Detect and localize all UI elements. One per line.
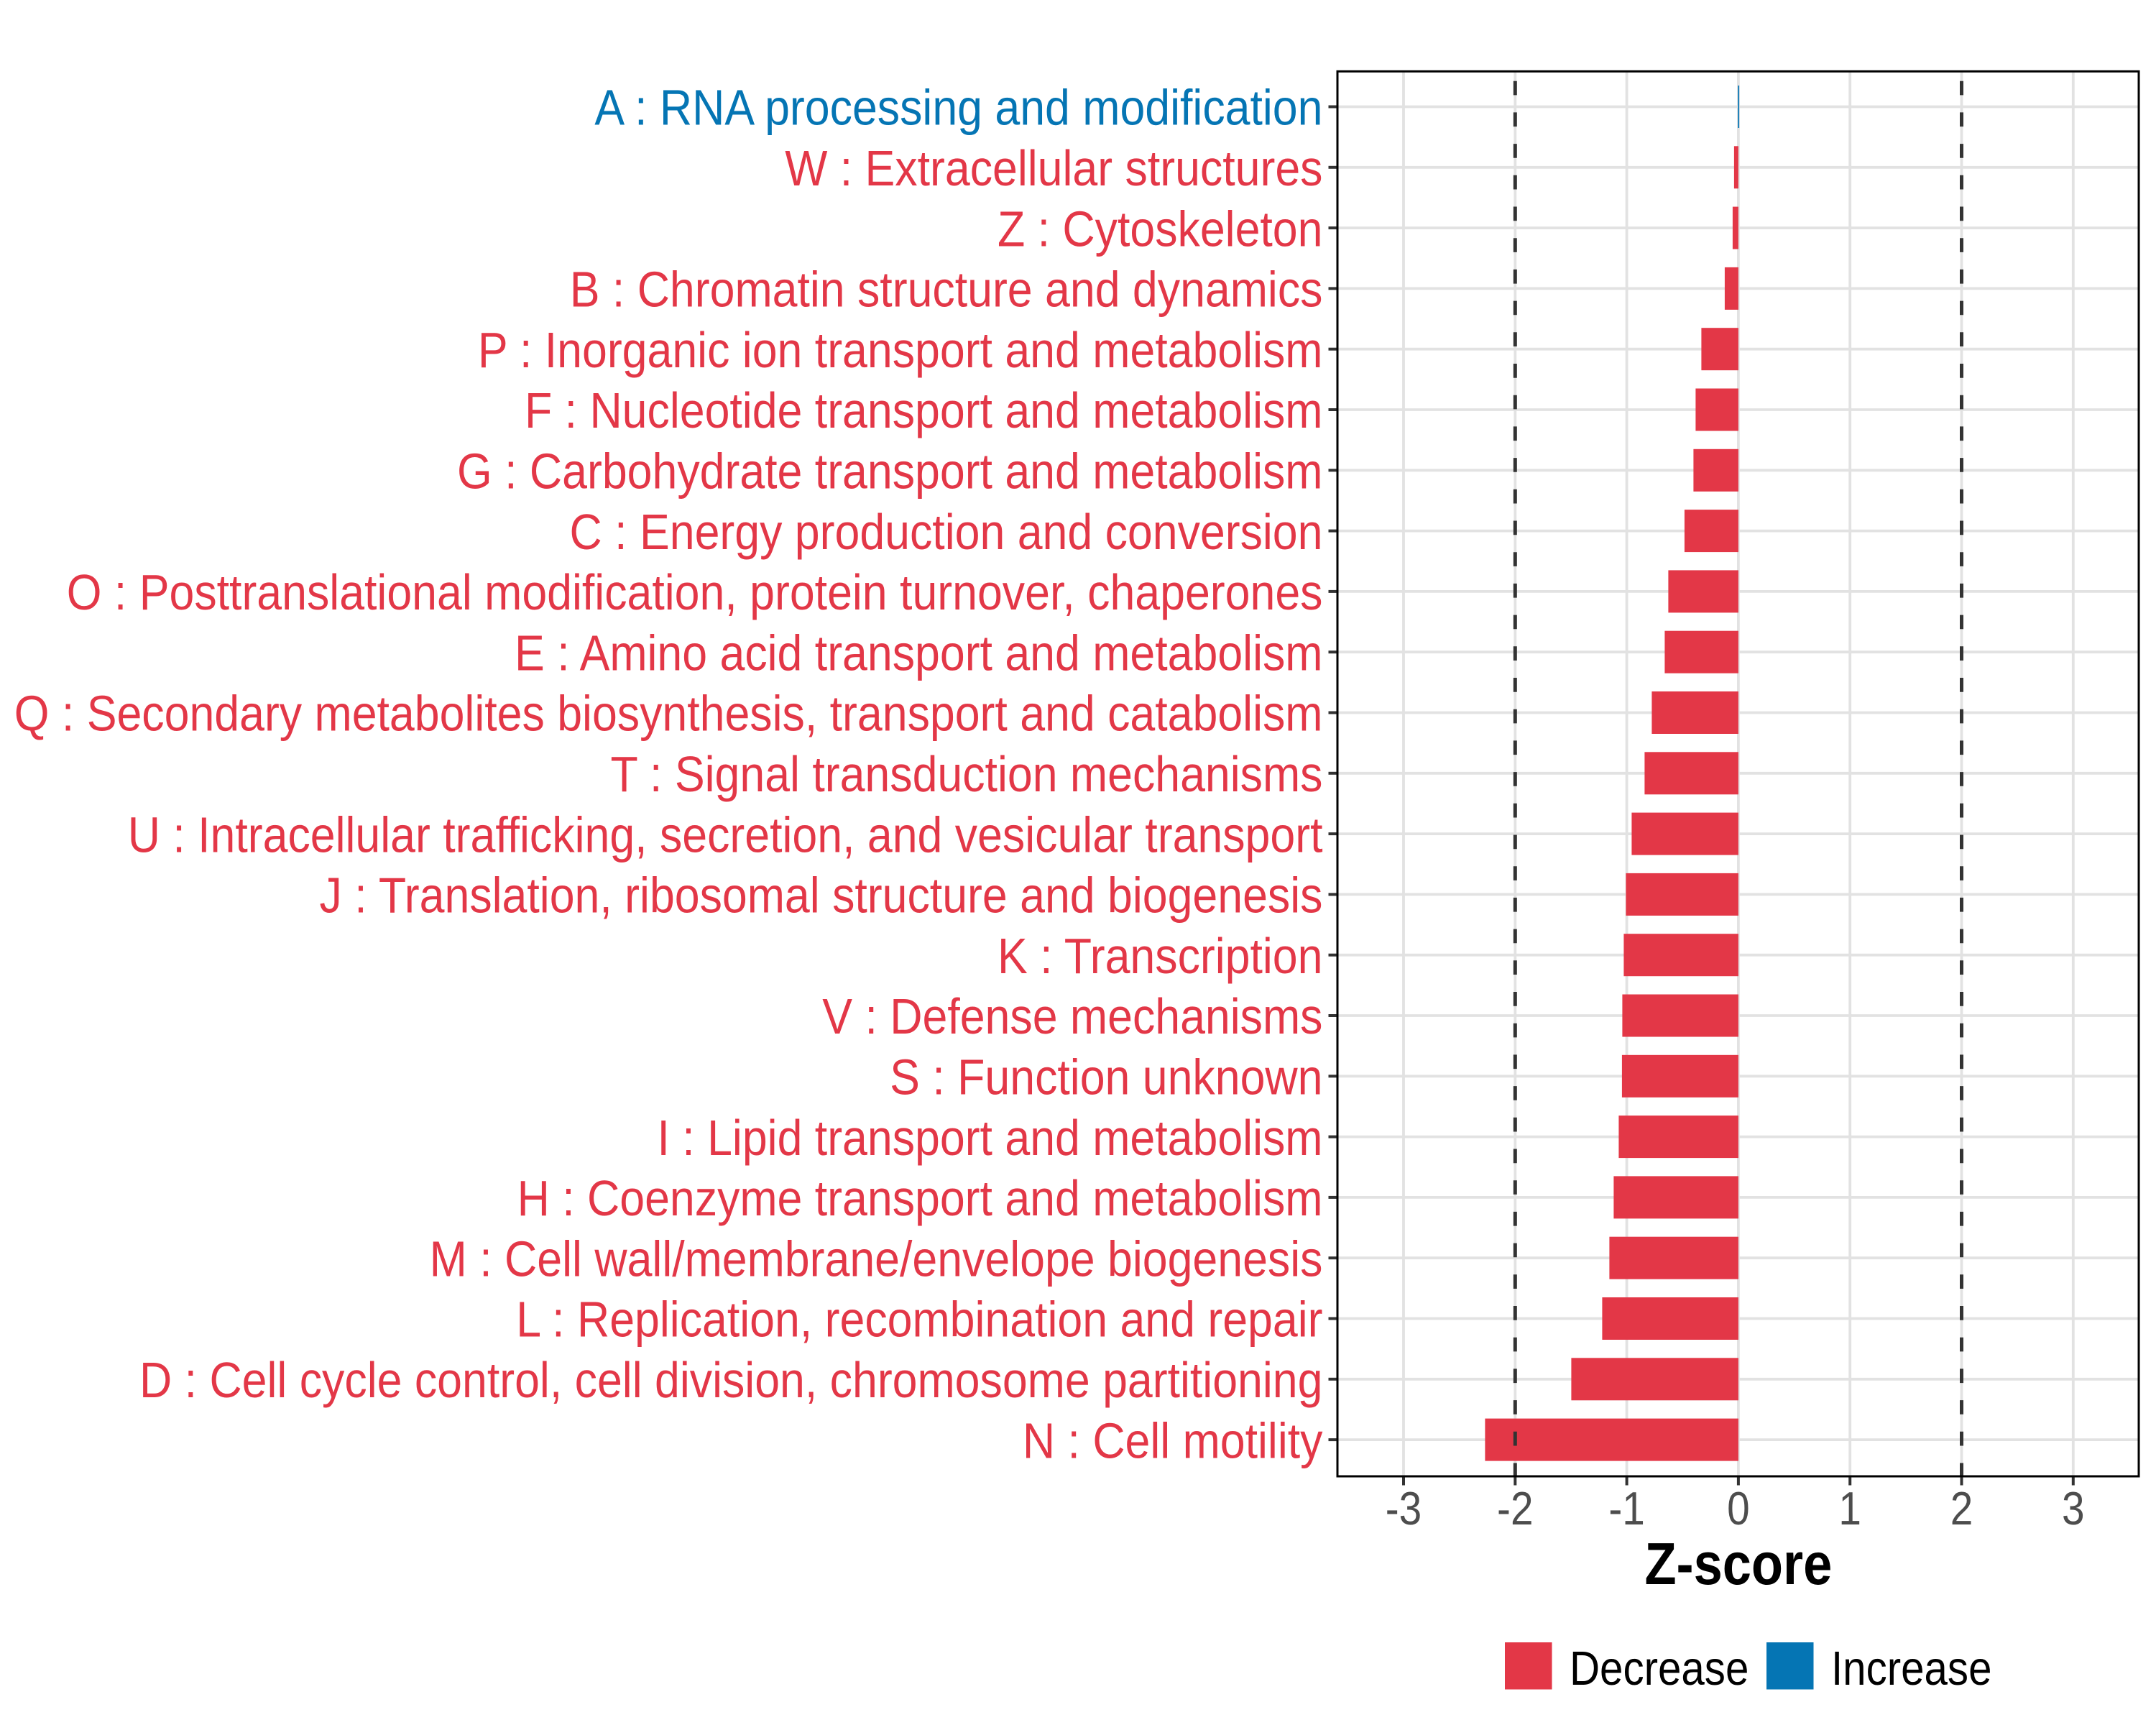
svg-text:J : Translation, ribosomal str: J : Translation, ribosomal structure and… bbox=[319, 868, 1322, 924]
svg-text:H : Coenzyme transport and met: H : Coenzyme transport and metabolism bbox=[517, 1171, 1323, 1227]
svg-text:2: 2 bbox=[1950, 1483, 1973, 1535]
svg-text:-2: -2 bbox=[1497, 1483, 1533, 1535]
svg-text:Decrease: Decrease bbox=[1570, 1642, 1749, 1696]
svg-text:0: 0 bbox=[1727, 1483, 1750, 1535]
svg-text:F : Nucleotide transport and m: F : Nucleotide transport and metabolism bbox=[525, 383, 1322, 439]
svg-text:1: 1 bbox=[1838, 1483, 1861, 1535]
svg-text:3: 3 bbox=[2062, 1483, 2085, 1535]
svg-text:C : Energy production and conv: C : Energy production and conversion bbox=[570, 505, 1323, 561]
svg-text:O : Posttranslational modifica: O : Posttranslational modification, prot… bbox=[67, 565, 1323, 621]
svg-text:U : Intracellular trafficking,: U : Intracellular trafficking, secretion… bbox=[128, 807, 1323, 863]
svg-text:I : Lipid transport and metabo: I : Lipid transport and metabolism bbox=[657, 1110, 1322, 1167]
svg-text:P : Inorganic ion transport an: P : Inorganic ion transport and metaboli… bbox=[478, 323, 1323, 379]
svg-text:N : Cell motility: N : Cell motility bbox=[1023, 1413, 1323, 1469]
svg-text:-3: -3 bbox=[1386, 1483, 1422, 1535]
svg-text:L : Replication, recombination: L : Replication, recombination and repai… bbox=[516, 1292, 1322, 1348]
svg-text:V : Defense mechanisms: V : Defense mechanisms bbox=[822, 989, 1322, 1045]
svg-text:Z : Cytoskeleton: Z : Cytoskeleton bbox=[998, 201, 1323, 257]
svg-text:Q : Secondary metabolites bios: Q : Secondary metabolites biosynthesis, … bbox=[14, 686, 1323, 742]
svg-text:-1: -1 bbox=[1608, 1483, 1644, 1535]
svg-text:Z-score: Z-score bbox=[1644, 1531, 1832, 1597]
svg-text:M : Cell wall/membrane/envelop: M : Cell wall/membrane/envelope biogenes… bbox=[430, 1231, 1323, 1287]
svg-text:A : RNA processing and modific: A : RNA processing and modification bbox=[594, 80, 1322, 137]
svg-text:W : Extracellular structures: W : Extracellular structures bbox=[785, 141, 1322, 197]
svg-text:B : Chromatin structure and dy: B : Chromatin structure and dynamics bbox=[570, 262, 1323, 318]
svg-text:G : Carbohydrate transport and: G : Carbohydrate transport and metabolis… bbox=[457, 443, 1322, 500]
svg-text:E : Amino acid transport and m: E : Amino acid transport and metabolism bbox=[515, 625, 1322, 681]
svg-text:D : Cell cycle control, cell d: D : Cell cycle control, cell division, c… bbox=[139, 1353, 1322, 1409]
svg-text:Increase: Increase bbox=[1831, 1642, 1992, 1696]
svg-text:S : Function unknown: S : Function unknown bbox=[890, 1049, 1322, 1105]
svg-text:T : Signal transduction mechan: T : Signal transduction mechanisms bbox=[611, 747, 1323, 803]
svg-text:K : Transcription: K : Transcription bbox=[998, 929, 1323, 985]
